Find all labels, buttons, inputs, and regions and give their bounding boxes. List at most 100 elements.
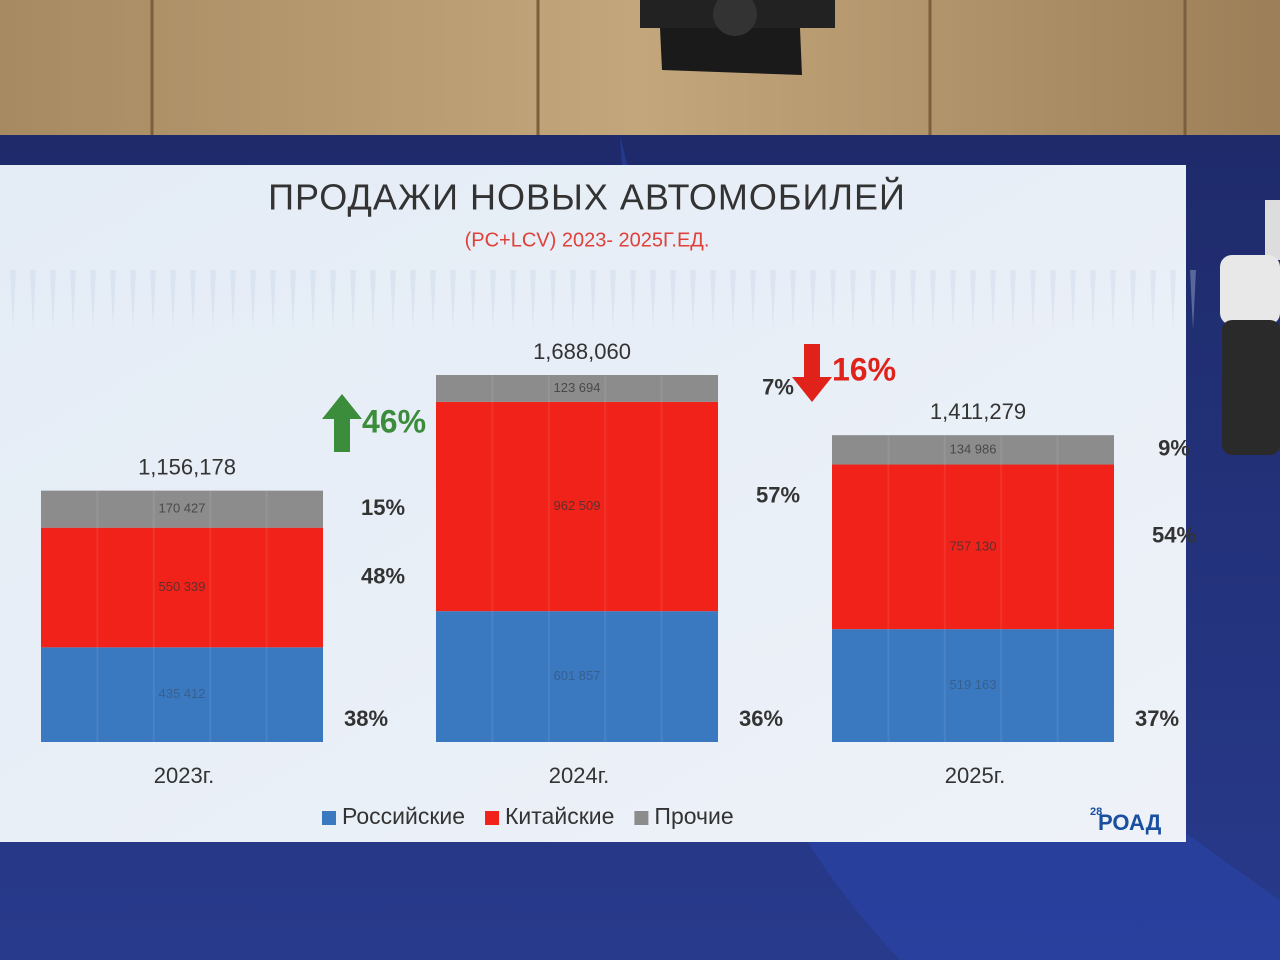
- streak: [290, 270, 296, 330]
- streak: [350, 270, 356, 330]
- legend-swatch: [322, 811, 336, 825]
- streak: [610, 270, 616, 330]
- streak: [1050, 270, 1056, 330]
- value-label: 601 857: [554, 668, 601, 683]
- total-label: 1,411,279: [930, 399, 1026, 424]
- streak: [1090, 270, 1096, 330]
- streak: [910, 270, 916, 330]
- streak: [930, 270, 936, 330]
- chart-title: ПРОДАЖИ НОВЫХ АВТОМОБИЛЕЙ: [268, 176, 906, 218]
- streak: [30, 270, 36, 330]
- streak: [250, 270, 256, 330]
- streak: [1110, 270, 1116, 330]
- streak: [1010, 270, 1016, 330]
- bar-segment: [41, 647, 323, 742]
- streak: [1170, 270, 1176, 330]
- page-number: 28: [1090, 806, 1102, 818]
- x-tick-label: 2024г.: [549, 763, 609, 788]
- legend-swatch: [634, 811, 649, 825]
- value-label: 170 427: [159, 501, 206, 516]
- streak: [110, 270, 116, 330]
- slide-pattern: [10, 270, 1196, 330]
- streak: [50, 270, 56, 330]
- streak: [750, 270, 756, 330]
- streak: [890, 270, 896, 330]
- streak: [650, 270, 656, 330]
- streak: [190, 270, 196, 330]
- streak: [690, 270, 696, 330]
- streak: [830, 270, 836, 330]
- change-arrow: [322, 394, 362, 452]
- bar-segment: [436, 375, 718, 402]
- legend-label: Прочие: [654, 803, 733, 829]
- streak: [970, 270, 976, 330]
- streak: [210, 270, 216, 330]
- streak: [310, 270, 316, 330]
- share-label: 37%: [1135, 706, 1179, 731]
- streak: [770, 270, 776, 330]
- change-arrow: [792, 344, 832, 402]
- value-label: 435 412: [159, 686, 206, 701]
- streak: [330, 270, 336, 330]
- streak: [230, 270, 236, 330]
- chart: 435 412 38% 550 339 48% 170 427 15% 1,156,178 2…: [41, 339, 1196, 829]
- streak: [1030, 270, 1036, 330]
- streak: [630, 270, 636, 330]
- streak: [710, 270, 716, 330]
- streak: [670, 270, 676, 330]
- bar-segment: [436, 611, 718, 742]
- legend-label: Китайские: [505, 803, 614, 829]
- streak: [810, 270, 816, 330]
- legend-label: Российские: [342, 803, 465, 829]
- streak: [170, 270, 176, 330]
- streak: [430, 270, 436, 330]
- streak: [270, 270, 276, 330]
- legend-swatch: [485, 811, 500, 825]
- streak: [510, 270, 516, 330]
- bar-segment: [832, 464, 1114, 630]
- streak: [1130, 270, 1136, 330]
- streak: [790, 270, 796, 330]
- streak: [570, 270, 576, 330]
- streak: [950, 270, 956, 330]
- streak: [1150, 270, 1156, 330]
- streak: [730, 270, 736, 330]
- share-label: 36%: [739, 706, 783, 731]
- stage-light: [640, 0, 835, 75]
- bar-segment: [832, 629, 1114, 742]
- camera: [1220, 200, 1280, 455]
- change-label: 46%: [362, 403, 426, 439]
- streak: [450, 270, 456, 330]
- streak: [1070, 270, 1076, 330]
- share-label: 15%: [361, 495, 405, 520]
- streak: [410, 270, 416, 330]
- streak: [870, 270, 876, 330]
- share-label: 48%: [361, 563, 405, 588]
- bar-segment: [436, 401, 718, 612]
- streak: [90, 270, 96, 330]
- share-label: 9%: [1158, 436, 1190, 461]
- change-label: 16%: [832, 351, 896, 387]
- x-tick-label: 2025г.: [945, 763, 1005, 788]
- x-tick-label: 2023г.: [154, 763, 214, 788]
- streak: [590, 270, 596, 330]
- wall-panels: [150, 0, 1187, 135]
- share-label: 7%: [762, 374, 794, 399]
- streak: [1190, 270, 1196, 330]
- streak: [390, 270, 396, 330]
- value-label: 123 694: [554, 380, 601, 395]
- logo: РОАД: [1098, 810, 1162, 835]
- streak: [130, 270, 136, 330]
- streak: [490, 270, 496, 330]
- chart-subtitle: (PC+LCV) 2023- 2025Г.ЕД.: [465, 229, 710, 251]
- total-label: 1,688,060: [533, 339, 631, 364]
- value-label: 134 986: [950, 441, 997, 456]
- value-label: 550 339: [159, 579, 206, 594]
- streak: [370, 270, 376, 330]
- share-label: 38%: [344, 706, 388, 731]
- share-label: 54%: [1152, 523, 1196, 548]
- value-label: 962 509: [554, 498, 601, 513]
- total-label: 1,156,178: [138, 454, 236, 479]
